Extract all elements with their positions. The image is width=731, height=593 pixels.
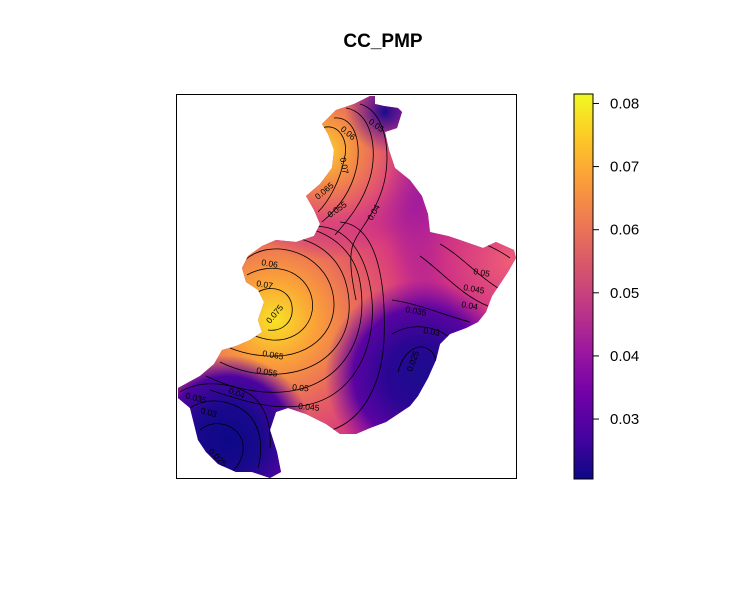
contour-label: 0.03 <box>423 325 441 338</box>
contour-line <box>439 243 499 289</box>
contour-line <box>419 255 489 307</box>
contour-label: 0.05 <box>473 266 491 279</box>
colorbar-tick-label: 0.08 <box>610 95 639 112</box>
contour-line <box>391 326 451 339</box>
contour-label: 0.06 <box>261 257 279 270</box>
colorbar-tick-label: 0.05 <box>610 285 639 302</box>
contour-label: 0.03 <box>199 405 218 419</box>
contour-line <box>199 423 244 473</box>
contour-line <box>179 383 271 449</box>
contour-label: 0.045 <box>463 282 486 296</box>
chart-title: CC_PMP <box>343 31 423 52</box>
contour-line <box>321 117 359 223</box>
plot-frame <box>176 94 517 479</box>
colorbar-tick-label: 0.04 <box>610 348 639 365</box>
contour-line <box>331 221 385 431</box>
contour-label: 0.035 <box>405 304 428 318</box>
contour-label: 0.045 <box>298 401 320 413</box>
contour-line <box>209 226 373 408</box>
contour-label: 0.055 <box>256 365 279 379</box>
contour-line <box>334 107 374 236</box>
contour-label: 0.07 <box>338 157 351 175</box>
colorbar-tick-label: 0.03 <box>610 411 639 428</box>
contour-line <box>246 268 313 341</box>
colorbar-ticks: 0.03 0.04 0.05 0.06 0.07 0.08 <box>593 95 639 428</box>
contour-label: 0.07 <box>256 278 274 291</box>
contour-line <box>391 299 471 323</box>
colorbar-tick-label: 0.06 <box>610 222 639 239</box>
contour-line <box>257 288 293 331</box>
colorbar: 0.03 0.04 0.05 0.06 0.07 0.08 <box>573 93 639 480</box>
contour-line <box>229 248 335 357</box>
contour-line <box>189 400 262 469</box>
contour-label: 0.04 <box>461 299 479 312</box>
colorbar-strip <box>573 93 594 480</box>
contour-line <box>350 103 388 301</box>
contour-label: 0.065 <box>262 348 285 362</box>
colorbar-tick-label: 0.07 <box>610 159 639 176</box>
contour-label: 0.05 <box>292 382 310 393</box>
